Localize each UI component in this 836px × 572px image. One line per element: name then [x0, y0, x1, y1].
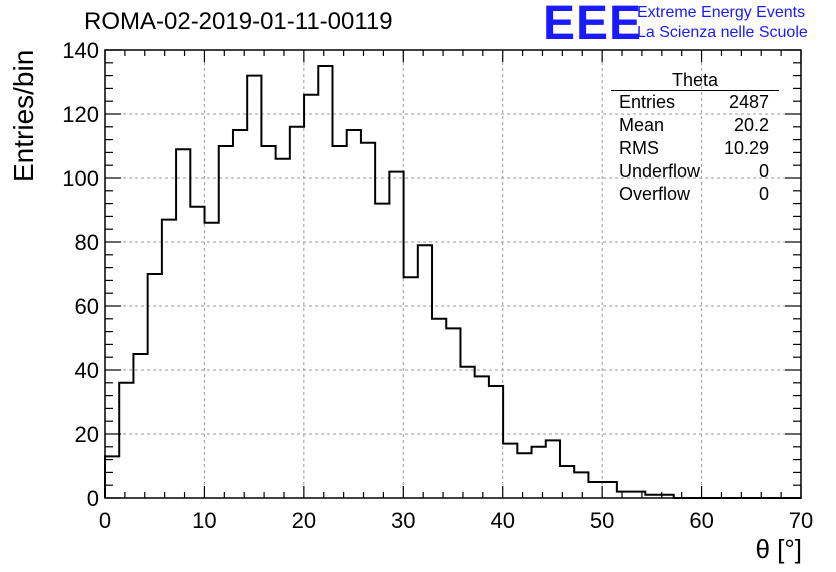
y-tick-label: 20 — [75, 422, 99, 447]
x-tick-label: 50 — [590, 508, 614, 533]
x-tick-label: 30 — [391, 508, 415, 533]
x-tick-label: 40 — [490, 508, 514, 533]
stats-histogram-name: Theta — [611, 70, 779, 91]
y-tick-label: 80 — [75, 230, 99, 255]
x-axis-label: θ [°] — [755, 534, 802, 564]
y-tick-label: 60 — [75, 294, 99, 319]
y-axis-label: Entries/bin — [8, 49, 39, 182]
plot-frame — [104, 49, 802, 499]
x-tick-label: 60 — [689, 508, 713, 533]
histogram-series — [104, 65, 801, 499]
stats-value: 0 — [758, 161, 769, 181]
eee-logo: EEE — [543, 0, 643, 50]
stats-label: Mean — [619, 115, 665, 135]
stats-box: Theta Entries 2487 Mean 20.2 RMS 10.29 U… — [611, 70, 779, 206]
x-tick-label: 0 — [99, 508, 111, 533]
stats-row-underflow: Underflow 0 — [611, 160, 779, 183]
org-name-line1: Extreme Energy Events — [637, 4, 806, 21]
chart-title: ROMA-02-2019-01-11-00119 — [84, 8, 393, 35]
y-tick-label: 0 — [87, 486, 99, 511]
stats-row-entries: Entries 2487 — [611, 91, 779, 114]
x-tick-label: 20 — [292, 508, 316, 533]
x-tick-label: 70 — [789, 508, 813, 533]
stats-value: 2487 — [728, 92, 769, 112]
stats-label: Underflow — [619, 161, 701, 181]
y-tick-label: 140 — [62, 38, 99, 63]
stats-row-mean: Mean 20.2 — [611, 114, 779, 137]
stats-value: 20.2 — [733, 115, 769, 135]
stats-label: Overflow — [619, 184, 691, 204]
y-tick-label: 120 — [62, 102, 99, 127]
org-name-line2: La Scienza nelle Scuole — [637, 24, 808, 41]
y-tick-label: 100 — [62, 166, 99, 191]
y-tick-label: 40 — [75, 358, 99, 383]
stats-row-rms: RMS 10.29 — [611, 137, 779, 160]
stats-value: 10.29 — [723, 138, 769, 158]
stats-label: Entries — [619, 92, 676, 112]
x-tick-label: 10 — [192, 508, 216, 533]
stats-row-overflow: Overflow 0 — [611, 183, 779, 206]
stats-label: RMS — [619, 138, 659, 158]
stats-value: 0 — [758, 184, 769, 204]
